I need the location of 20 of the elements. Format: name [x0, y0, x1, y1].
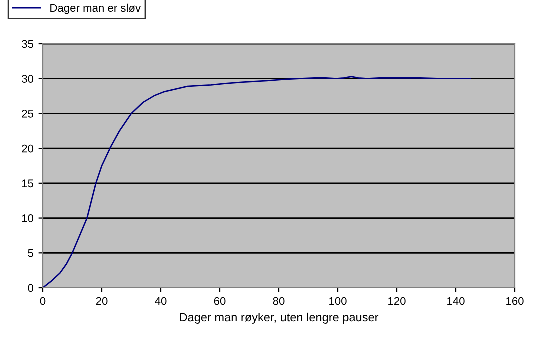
x-tick-label: 40 [155, 297, 167, 306]
x-tick-label: 20 [96, 297, 108, 306]
y-tick-label: 15 [22, 180, 34, 188]
x-tick-label: 120 [388, 297, 406, 306]
x-tick-label: 60 [214, 297, 226, 306]
line-series [43, 76, 472, 288]
x-tick-label: 100 [330, 297, 347, 306]
y-tick-label: 35 [22, 40, 34, 48]
y-tick-label: 5 [28, 250, 34, 258]
y-tick-label: 0 [28, 284, 34, 292]
x-tick-label: 160 [506, 297, 524, 306]
x-tick-label: 140 [448, 297, 465, 306]
y-tick-label: 30 [22, 75, 34, 83]
y-tick-label: 10 [22, 214, 34, 222]
x-tick-label: 0 [40, 297, 46, 306]
y-tick-label: 25 [22, 110, 34, 118]
legend-label: Dager man er sløv [50, 4, 142, 14]
x-tick-label: 80 [273, 297, 285, 306]
y-tick-label: 20 [22, 144, 34, 153]
x-axis-title: Dager man røyker, uten lengre pauser [180, 312, 379, 324]
